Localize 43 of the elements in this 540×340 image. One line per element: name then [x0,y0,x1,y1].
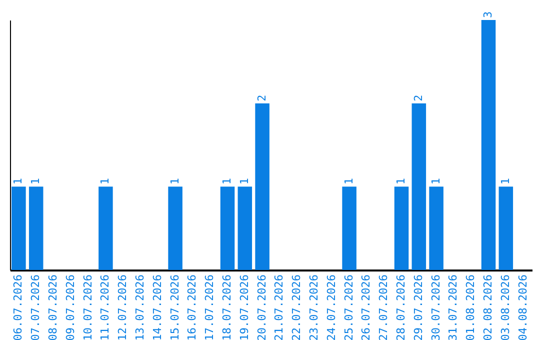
x-tick-label: 13.07.2026 [134,274,146,340]
x-tick-label: 22.07.2026 [290,274,304,340]
x-tick-label: 15.07.2026 [168,274,182,340]
x-tick-label: 19.07.2026 [238,274,251,340]
data-label: 1 [220,178,234,185]
x-tick-label: 24.07.2026 [324,274,338,340]
data-label: 1 [168,178,182,185]
x-tick-label: 12.07.2026 [116,274,130,340]
data-label: 1 [98,178,112,185]
x-tick-label: 28.07.2026 [394,274,408,340]
data-label: 1 [29,178,42,185]
x-tick-label: 29.07.2026 [412,274,425,340]
x-tick-label: 06.07.2026 [12,274,25,340]
x-tick-label: 23.07.2026 [308,274,320,340]
data-label: 2 [255,94,268,102]
x-tick-label: 01.08.2026 [464,274,478,340]
x-tick-label: 11.07.2026 [98,274,112,340]
x-tick-label: 27.07.2026 [377,274,390,340]
x-tick-label: 09.07.2026 [64,274,77,340]
x-tick-label: 25.07.2026 [342,274,356,340]
data-label: 1 [12,178,25,185]
data-label: 1 [498,178,512,185]
x-tick-label: 31.07.2026 [446,274,460,340]
x-tick-label: 03.08.2026 [498,274,512,340]
x-tick-label: 10.07.2026 [81,274,94,340]
x-tick-label: 02.08.2026 [482,274,494,340]
data-label: 1 [238,178,251,185]
x-tick-label: 26.07.2026 [360,274,373,340]
x-tick-label: 07.07.2026 [29,274,42,340]
x-tick-label: 20.07.2026 [255,274,268,340]
data-label: 3 [482,11,494,18]
x-tick-label: 16.07.2026 [186,274,199,340]
x-tick-label: 21.07.2026 [272,274,286,340]
x-tick-label: 04.08.2026 [516,274,530,340]
x-tick-label: 14.07.2026 [150,274,164,340]
data-label: 2 [412,94,425,102]
data-label: 1 [429,178,442,185]
x-tick-label: 17.07.2026 [203,274,216,340]
x-tick-label: 30.07.2026 [429,274,442,340]
data-label: 1 [394,178,408,185]
x-tick-label: 18.07.2026 [220,274,234,340]
data-label: 1 [342,178,356,185]
x-tick-label: 08.07.2026 [46,274,60,340]
